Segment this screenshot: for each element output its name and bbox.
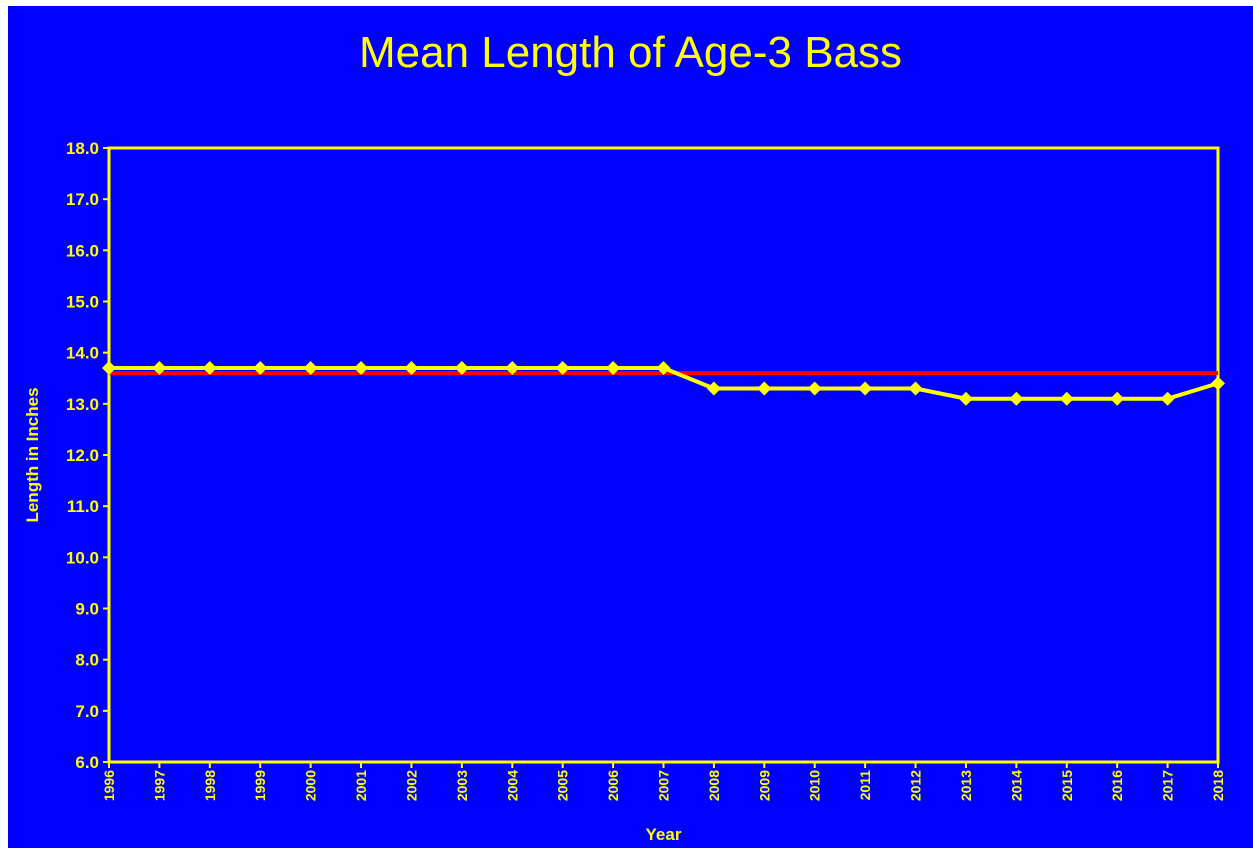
data-point-marker: [757, 381, 772, 396]
x-tick-label: 2007: [656, 770, 672, 801]
x-tick-label: 2014: [1008, 770, 1024, 801]
x-tick-label: 2017: [1160, 770, 1176, 801]
y-tick-label: 17.0: [66, 190, 99, 209]
line-chart: 6.0 7.0 8.0 9.0 10.0 11.0 12.0 13.0 14.0 15.0 16.0…: [23, 139, 1226, 844]
y-tick-label: 11.0: [67, 497, 99, 516]
x-tick-label: 2012: [908, 770, 924, 801]
data-point-marker: [404, 361, 419, 376]
data-point-marker: [1009, 391, 1024, 406]
data-point-marker: [908, 381, 923, 396]
data-point-marker: [102, 361, 116, 376]
x-tick-label: 1998: [202, 770, 218, 801]
x-tick-label: 2006: [605, 770, 621, 801]
y-tick-label: 6.0: [75, 753, 99, 772]
y-tick-label: 7.0: [75, 702, 99, 721]
y-tick-label: 18.0: [66, 139, 99, 158]
chart-slide: Mean Length of Age-3 Bass 6.0 7.0 8.0 9.0 10…: [8, 6, 1253, 848]
y-tick-label: 14.0: [66, 344, 99, 363]
chart-title: Mean Length of Age-3 Bass: [358, 28, 903, 77]
series-layer: [102, 361, 1225, 406]
data-point-marker: [152, 361, 167, 376]
x-tick-label: 2013: [958, 770, 974, 801]
y-tick-label: 9.0: [75, 600, 99, 619]
x-tick-label: 2001: [353, 770, 369, 801]
data-point-marker: [202, 361, 217, 376]
data-point-marker: [1059, 391, 1074, 406]
x-tick-label: 2000: [303, 770, 319, 801]
x-tick-label: 1997: [151, 770, 167, 801]
x-tick-label: 2015: [1059, 770, 1075, 801]
data-point-marker: [1160, 391, 1175, 406]
x-tick-label: 2005: [555, 770, 571, 801]
data-point-marker: [354, 361, 369, 376]
data-point-marker: [807, 381, 822, 396]
plot-area-frame: [107, 146, 1220, 764]
y-tick-label: 12.0: [66, 446, 99, 465]
x-tick-label: 2004: [504, 770, 520, 801]
data-point-marker: [1110, 391, 1125, 406]
y-tick-label: 15.0: [66, 293, 99, 312]
x-axis-label: Year: [646, 825, 682, 844]
x-tick-label: 2011: [857, 770, 873, 801]
x-tick-label: 2008: [706, 770, 722, 801]
y-tick-label: 16.0: [66, 241, 99, 260]
x-axis-ticks: 1996 1997 1998 1999 2000 2001 2002 2003 2004 2005…: [101, 762, 1226, 801]
x-tick-label: 2010: [807, 770, 823, 801]
y-axis-label: Length in Inches: [23, 387, 42, 522]
x-tick-label: 1996: [101, 770, 117, 801]
data-point-marker: [656, 361, 671, 376]
x-tick-label: 2009: [756, 770, 772, 801]
x-tick-label: 1999: [252, 770, 268, 801]
x-tick-label: 2003: [454, 770, 470, 801]
x-tick-label: 2018: [1210, 770, 1226, 801]
y-tick-label: 10.0: [66, 548, 99, 567]
y-axis-ticks: 6.0 7.0 8.0 9.0 10.0 11.0 12.0 13.0 14.0 15.0 16.0…: [66, 139, 109, 772]
data-point-marker: [706, 381, 721, 396]
data-point-marker: [505, 361, 520, 376]
data-point-marker: [858, 381, 873, 396]
x-tick-label: 2016: [1109, 770, 1125, 801]
data-point-marker: [303, 361, 318, 376]
data-point-marker: [606, 361, 621, 376]
data-point-marker: [958, 391, 973, 406]
y-tick-label: 8.0: [75, 651, 99, 670]
data-point-marker: [1211, 376, 1225, 391]
y-tick-label: 13.0: [66, 395, 99, 414]
data-point-marker: [555, 361, 570, 376]
x-tick-label: 2002: [403, 770, 419, 801]
data-point-marker: [454, 361, 469, 376]
